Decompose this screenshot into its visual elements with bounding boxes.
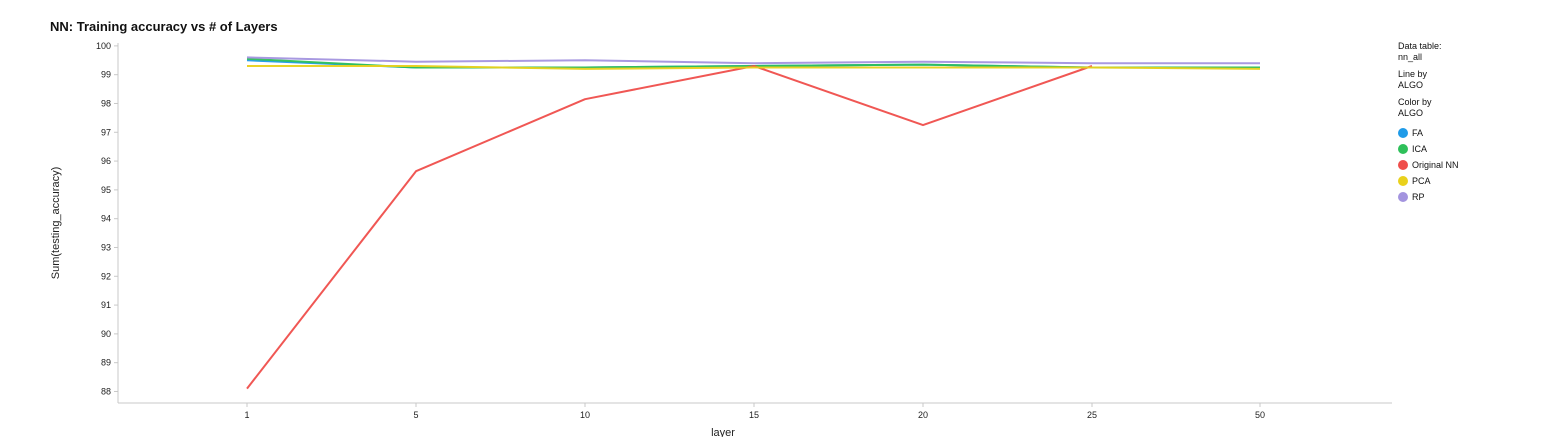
data-table-label: Data table:: [1398, 41, 1442, 51]
y-tick-label: 99: [101, 70, 111, 80]
legend: Data table: nn_all Line by ALGO Color by…: [1398, 41, 1459, 205]
legend-label: RP: [1412, 191, 1425, 202]
y-tick-label: 92: [101, 271, 111, 281]
legend-swatch: [1398, 128, 1408, 138]
y-tick-label: 93: [101, 242, 111, 252]
y-tick-label: 88: [101, 386, 111, 396]
y-tick-label: 94: [101, 214, 111, 224]
series-line-rp: [246, 56, 1260, 65]
x-tick-label: 15: [749, 410, 759, 420]
legend-item-rp[interactable]: RP: [1398, 189, 1459, 205]
color-by-label: Color by: [1398, 97, 1432, 107]
legend-label: Original NN: [1412, 159, 1459, 170]
legend-item-original-nn[interactable]: Original NN: [1398, 157, 1459, 173]
legend-items: FA ICA Original NN PCA RP: [1398, 125, 1459, 205]
legend-swatch: [1398, 160, 1408, 170]
y-tick-label: 91: [101, 300, 111, 310]
legend-swatch: [1398, 176, 1408, 186]
y-tick-label: 90: [101, 329, 111, 339]
x-tick-label: 50: [1255, 410, 1265, 420]
chart-title: NN: Training accuracy vs # of Layers: [50, 19, 278, 34]
legend-color-by: Color by ALGO: [1398, 97, 1459, 119]
legend-item-pca[interactable]: PCA: [1398, 173, 1459, 189]
data-table-value[interactable]: nn_all: [1398, 52, 1423, 62]
y-tick-label: 97: [101, 127, 111, 137]
y-tick-label: 98: [101, 98, 111, 108]
legend-item-ica[interactable]: ICA: [1398, 141, 1459, 157]
y-axis-label: Sum(testing_accuracy): [50, 167, 62, 280]
series-layer: [246, 56, 1261, 390]
x-tick-label: 5: [413, 410, 418, 420]
legend-item-fa[interactable]: FA: [1398, 125, 1459, 141]
series-line-original-nn: [246, 65, 1093, 390]
line-by-label: Line by: [1398, 69, 1428, 79]
series-line-pca: [247, 65, 1261, 70]
color-by-value[interactable]: ALGO: [1398, 108, 1424, 118]
legend-swatch: [1398, 144, 1408, 154]
x-tick-label: 20: [918, 410, 928, 420]
legend-label: PCA: [1412, 175, 1431, 186]
x-tick-label: 10: [580, 410, 590, 420]
x-tick-label: 25: [1087, 410, 1097, 420]
y-tick-label: 96: [101, 156, 111, 166]
x-axis-label: layer: [711, 427, 735, 437]
legend-label: ICA: [1412, 143, 1428, 154]
x-tick-label: 1: [244, 410, 249, 420]
y-tick-label: 95: [101, 185, 111, 195]
legend-label: FA: [1412, 127, 1424, 138]
legend-line-by: Line by ALGO: [1398, 69, 1459, 91]
y-tick-label: 89: [101, 358, 111, 368]
legend-data-table: Data table: nn_all: [1398, 41, 1459, 63]
y-tick-label: 100: [96, 41, 111, 51]
legend-swatch: [1398, 192, 1408, 202]
line-by-value[interactable]: ALGO: [1398, 80, 1424, 90]
